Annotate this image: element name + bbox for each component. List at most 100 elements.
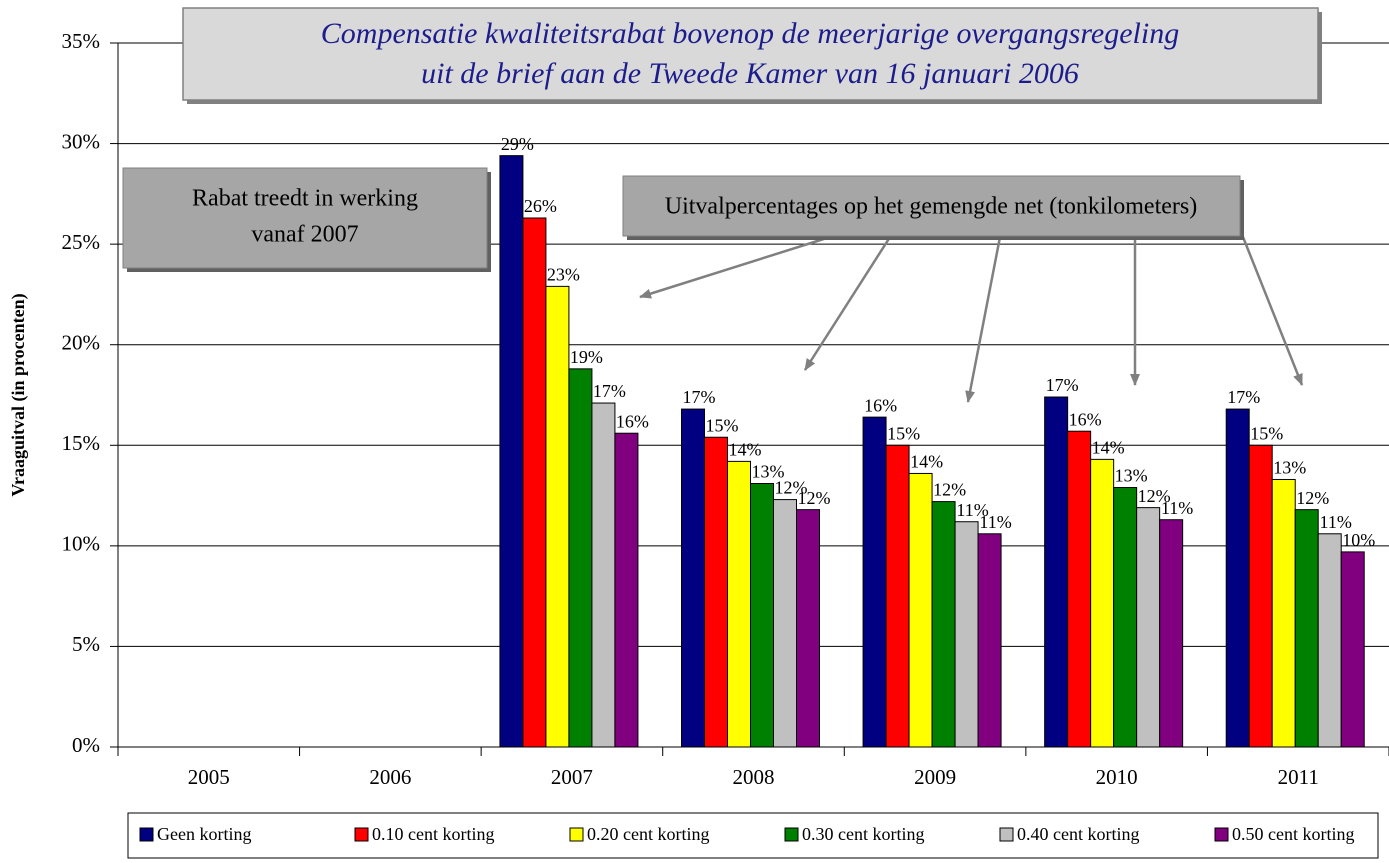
- legend-label: 0.40 cent korting: [1017, 824, 1139, 844]
- bar: [1225, 408, 1250, 748]
- value-label: 11%: [1320, 512, 1352, 532]
- value-label: 15%: [887, 423, 920, 443]
- value-label: 13%: [1273, 458, 1306, 478]
- bar: [796, 509, 820, 748]
- y-tick-label: 20%: [62, 331, 101, 355]
- bar: [750, 483, 774, 748]
- legend-swatch: [784, 827, 799, 842]
- chart-title: Compensatie kwaliteitsrabat bovenop de m…: [321, 17, 1179, 50]
- value-label: 12%: [1296, 488, 1329, 508]
- x-tick-label: 2008: [733, 765, 775, 789]
- value-label: 19%: [570, 347, 603, 367]
- arrow: [1241, 236, 1304, 386]
- bar: [1294, 509, 1319, 748]
- bar: [1136, 507, 1161, 748]
- bar: [1248, 444, 1273, 748]
- bar: [591, 402, 616, 748]
- legend-label: Geen korting: [157, 824, 251, 844]
- legend-label: 0.20 cent korting: [587, 824, 709, 844]
- bar: [908, 472, 933, 748]
- bar: [1067, 430, 1092, 748]
- value-label: 17%: [1227, 387, 1260, 407]
- bar: [499, 155, 524, 748]
- bar: [1044, 396, 1069, 748]
- y-axis-label: Vraaguitval (in procenten): [8, 293, 29, 496]
- y-tick-label: 0%: [72, 733, 100, 757]
- value-label: 11%: [1161, 498, 1193, 518]
- bar: [704, 436, 728, 748]
- x-tick-label: 2009: [914, 765, 956, 789]
- bar: [1340, 551, 1365, 748]
- bar: [614, 432, 639, 748]
- bar: [522, 217, 547, 748]
- arrow: [965, 236, 1002, 403]
- y-tick-label: 25%: [62, 230, 101, 254]
- value-label: 15%: [1250, 423, 1283, 443]
- legend-label: 0.30 cent korting: [802, 824, 924, 844]
- value-label: 12%: [775, 478, 808, 498]
- bar: [1090, 458, 1115, 748]
- y-tick-label: 35%: [62, 29, 101, 53]
- bar: [773, 499, 797, 748]
- value-label: 11%: [979, 512, 1011, 532]
- legend-swatch: [1214, 827, 1229, 842]
- y-tick-label: 5%: [72, 632, 100, 656]
- bar: [862, 416, 887, 748]
- value-label: 16%: [864, 395, 897, 415]
- value-label: 17%: [1046, 375, 1079, 395]
- value-label: 12%: [798, 488, 831, 508]
- value-label: 12%: [1138, 486, 1171, 506]
- bar: [1113, 487, 1138, 748]
- annotation-box: [622, 175, 1241, 237]
- annotation: Uitvalpercentages op het gemengde net (t…: [665, 194, 1197, 220]
- value-label: 12%: [933, 480, 966, 500]
- value-label: 10%: [1342, 530, 1375, 550]
- y-tick-label: 30%: [62, 129, 101, 153]
- legend-label: 0.10 cent korting: [372, 824, 494, 844]
- bar: [568, 368, 593, 748]
- arrow: [639, 235, 831, 299]
- value-label: 23%: [547, 265, 580, 285]
- x-tick-label: 2011: [1278, 765, 1319, 789]
- value-label: 13%: [1115, 466, 1148, 486]
- bar: [545, 285, 570, 748]
- value-label: 16%: [616, 411, 649, 431]
- legend-swatch: [569, 827, 584, 842]
- bar: [977, 533, 1002, 748]
- value-label: 29%: [501, 134, 534, 154]
- title-box: [182, 7, 1319, 101]
- chart-title: uit de brief aan de Tweede Kamer van 16 …: [421, 57, 1079, 90]
- x-tick-label: 2007: [551, 765, 593, 789]
- value-label: 26%: [524, 196, 557, 216]
- bar: [1317, 533, 1342, 748]
- value-label: 17%: [593, 381, 626, 401]
- annotation: Rabat treedt in werking: [192, 186, 418, 212]
- annotation: vanaf 2007: [251, 222, 358, 248]
- bar: [681, 408, 705, 748]
- legend-swatch: [139, 827, 154, 842]
- x-tick-label: 2005: [188, 765, 230, 789]
- value-label: 14%: [729, 440, 762, 460]
- bar: [1159, 519, 1184, 748]
- legend-swatch: [354, 827, 369, 842]
- x-tick-label: 2006: [369, 765, 411, 789]
- bar: [885, 444, 910, 748]
- arrow: [803, 236, 892, 371]
- legend-swatch: [999, 827, 1014, 842]
- value-label: 14%: [910, 452, 943, 472]
- legend: [127, 812, 1379, 859]
- bar: [954, 521, 979, 748]
- bar: [1271, 478, 1296, 748]
- value-label: 15%: [706, 415, 739, 435]
- value-label: 14%: [1092, 437, 1125, 457]
- y-tick-label: 15%: [62, 431, 101, 455]
- bar: [727, 460, 751, 748]
- arrows: [639, 235, 1304, 403]
- annotation-box: [122, 167, 488, 269]
- value-label: 16%: [1069, 409, 1102, 429]
- value-label: 13%: [752, 462, 785, 482]
- bar: [931, 501, 956, 748]
- legend-label: 0.50 cent korting: [1232, 824, 1354, 844]
- y-tick-label: 10%: [62, 532, 101, 556]
